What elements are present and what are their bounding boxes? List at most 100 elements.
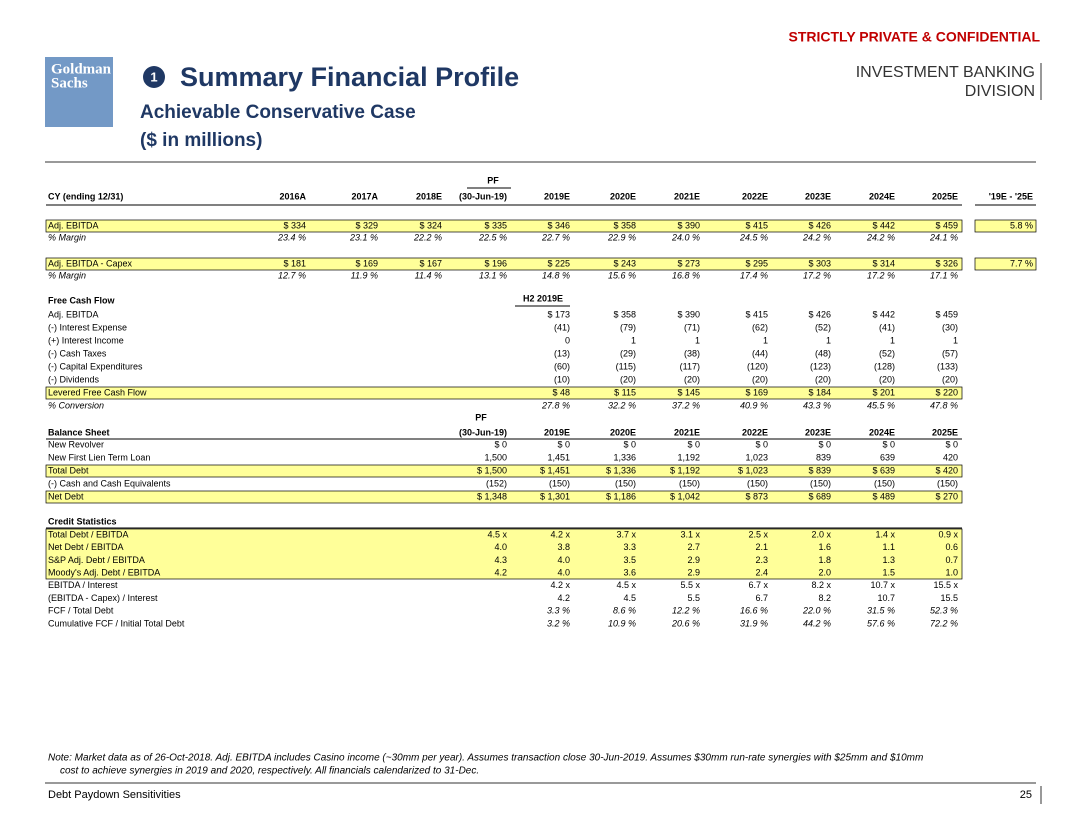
cell: (152) bbox=[486, 478, 507, 488]
cell: $ 1,500 bbox=[477, 465, 507, 475]
column-header: 2023E bbox=[805, 427, 831, 437]
cell: 2.4 bbox=[755, 567, 768, 577]
cell: 639 bbox=[880, 452, 895, 462]
cell: 4.0 bbox=[494, 542, 507, 552]
cell: 22.2 % bbox=[413, 232, 442, 242]
cell: (150) bbox=[810, 478, 831, 488]
cell: $ 329 bbox=[355, 220, 378, 230]
cell: $ 334 bbox=[283, 220, 306, 230]
cell: (150) bbox=[549, 478, 570, 488]
cell: $ 442 bbox=[872, 309, 895, 319]
cell: 24.5 % bbox=[739, 232, 768, 242]
section-title: Free Cash Flow bbox=[48, 295, 116, 305]
cell: $ 220 bbox=[935, 387, 958, 397]
cell: 1.4 x bbox=[875, 529, 895, 539]
cell: (60) bbox=[554, 361, 570, 371]
cell: 6.7 bbox=[755, 593, 768, 603]
cell: 12.7 % bbox=[278, 270, 306, 280]
section-name: Debt Paydown Sensitivities bbox=[48, 789, 181, 801]
cell: $ 167 bbox=[419, 258, 442, 268]
cell: $ 48 bbox=[552, 387, 570, 397]
cell: $ 225 bbox=[547, 258, 570, 268]
cell: 1,451 bbox=[547, 452, 570, 462]
column-header: 2025E bbox=[932, 191, 958, 201]
cell: 1,023 bbox=[745, 452, 768, 462]
cell: (150) bbox=[937, 478, 958, 488]
highlight bbox=[974, 219, 1037, 233]
cell: 17.2 % bbox=[867, 270, 895, 280]
cell: 1 bbox=[631, 335, 636, 345]
cell: (13) bbox=[554, 348, 570, 358]
cell: 2.1 bbox=[755, 542, 768, 552]
cell: 3.1 x bbox=[680, 529, 700, 539]
cell: $ 0 bbox=[494, 439, 507, 449]
cell: 11.9 % bbox=[351, 270, 378, 280]
badge-number: 1 bbox=[150, 69, 157, 84]
column-header: 2018E bbox=[416, 191, 442, 201]
column-header: (30-Jun-19) bbox=[459, 427, 507, 437]
cell: 1 bbox=[890, 335, 895, 345]
cell: 4.5 bbox=[623, 593, 636, 603]
cell: $ 0 bbox=[623, 439, 636, 449]
cell: 22.7 % bbox=[541, 232, 570, 242]
row-label: (-) Dividends bbox=[48, 374, 100, 384]
cell: 3.8 bbox=[557, 542, 570, 552]
cell: 47.8 % bbox=[930, 400, 958, 410]
cell: $ 689 bbox=[808, 491, 831, 501]
cell: (150) bbox=[615, 478, 636, 488]
cell: (133) bbox=[937, 361, 958, 371]
cell: $ 442 bbox=[872, 220, 895, 230]
cell: $ 426 bbox=[808, 220, 831, 230]
cell: 1 bbox=[826, 335, 831, 345]
page-number: 25 bbox=[1020, 789, 1032, 801]
cell: 22.9 % bbox=[607, 232, 636, 242]
row-label: Moody's Adj. Debt / EBITDA bbox=[48, 567, 160, 577]
cell: $ 115 bbox=[614, 387, 636, 397]
cell: 1,192 bbox=[677, 452, 700, 462]
cell: 1 bbox=[695, 335, 700, 345]
cell: (79) bbox=[620, 322, 636, 332]
cell: $ 1,336 bbox=[606, 465, 636, 475]
cell: 4.2 bbox=[494, 567, 507, 577]
cell: $ 324 bbox=[419, 220, 442, 230]
cell: $ 201 bbox=[872, 387, 895, 397]
cell: 0.7 bbox=[945, 555, 958, 565]
cell: $ 1,301 bbox=[540, 491, 570, 501]
cell: $ 314 bbox=[872, 258, 895, 268]
cell: 0 bbox=[565, 335, 570, 345]
highlight bbox=[45, 257, 963, 271]
cell: 1.3 bbox=[882, 555, 895, 565]
row-label: Adj. EBITDA - Capex bbox=[48, 258, 133, 268]
row-label: Adj. EBITDA bbox=[48, 220, 99, 230]
cell: 2.3 bbox=[755, 555, 768, 565]
column-header: 2021E bbox=[674, 427, 700, 437]
cell: 2.5 x bbox=[748, 529, 768, 539]
cell: $ 169 bbox=[745, 387, 768, 397]
cell: $ 459 bbox=[935, 220, 958, 230]
cell: $ 346 bbox=[547, 220, 570, 230]
cell: 13.1 % bbox=[479, 270, 507, 280]
cell: (52) bbox=[879, 348, 895, 358]
column-header: 2017A bbox=[351, 191, 378, 201]
badge bbox=[143, 66, 165, 88]
cell: 8.6 % bbox=[613, 606, 636, 616]
cell: 2.0 bbox=[818, 567, 831, 577]
logo-text: Goldman bbox=[51, 61, 112, 77]
cell: $ 303 bbox=[808, 258, 831, 268]
cell: 839 bbox=[816, 452, 831, 462]
cell: 7.7 % bbox=[1010, 258, 1033, 268]
cell: $ 295 bbox=[745, 258, 768, 268]
cell: $ 390 bbox=[677, 309, 700, 319]
cell: (120) bbox=[747, 361, 768, 371]
cell: 3.7 x bbox=[616, 529, 636, 539]
cell: 43.3 % bbox=[803, 400, 831, 410]
logo-text: Sachs bbox=[51, 75, 88, 91]
cell: 27.8 % bbox=[541, 400, 570, 410]
cell: (123) bbox=[810, 361, 831, 371]
cell: $ 1,192 bbox=[670, 465, 700, 475]
highlight bbox=[45, 490, 963, 504]
cell: $ 420 bbox=[935, 465, 958, 475]
cell: 16.6 % bbox=[740, 606, 768, 616]
cell: 17.1 % bbox=[930, 270, 958, 280]
